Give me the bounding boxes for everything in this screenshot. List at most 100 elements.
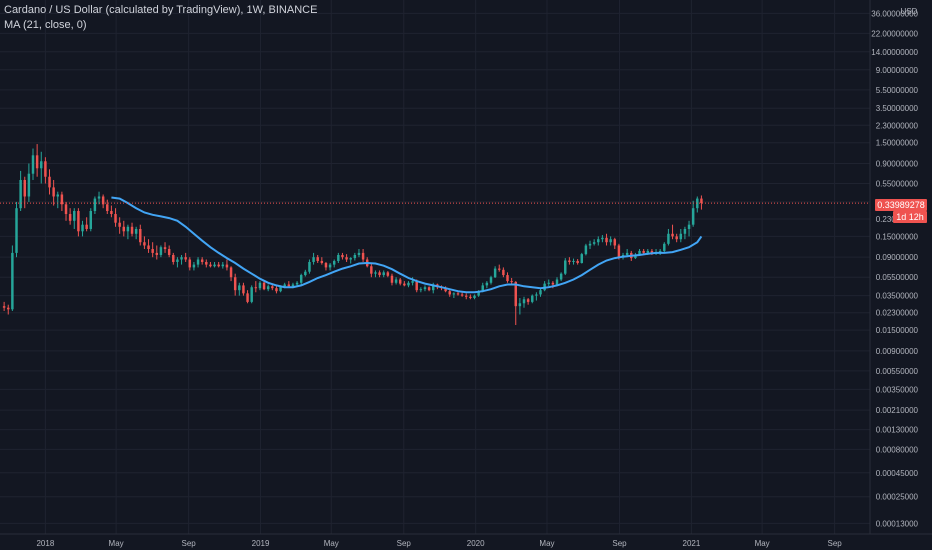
candle <box>361 249 365 262</box>
candle <box>687 220 691 237</box>
candle-body <box>60 194 64 205</box>
candle-body <box>675 236 678 240</box>
candle-body <box>465 295 468 297</box>
price-tick-label: 0.02300000 <box>876 309 919 318</box>
candle <box>572 258 575 265</box>
candle-body <box>522 299 526 304</box>
candle-body <box>180 257 183 260</box>
candle-body <box>77 210 80 232</box>
candle <box>89 208 93 232</box>
price-tick-label: 1.50000000 <box>876 139 919 148</box>
candle-body <box>184 257 187 260</box>
candle <box>609 236 612 246</box>
candle-body <box>97 196 101 199</box>
candle-body <box>89 210 93 229</box>
candle-body <box>295 282 299 285</box>
candle-body <box>159 247 163 255</box>
candle-body <box>394 279 398 283</box>
candle-body <box>390 275 394 283</box>
price-tick-label: 0.00025000 <box>876 493 919 502</box>
candle <box>448 289 451 297</box>
candle-body <box>81 224 84 232</box>
time-tick-label: May <box>755 539 770 548</box>
candle <box>188 257 192 271</box>
candle-body <box>518 303 522 307</box>
price-tick-label: 0.00080000 <box>876 445 919 454</box>
candle-body <box>2 306 6 308</box>
candle <box>452 292 456 299</box>
candle <box>539 288 542 297</box>
candle <box>535 292 538 301</box>
candle <box>172 252 175 265</box>
candle-body <box>357 252 361 255</box>
candle <box>77 208 80 237</box>
candle <box>258 281 262 291</box>
chart-legend-title[interactable]: Cardano / US Dollar (calculated by Tradi… <box>4 4 318 16</box>
candle-body <box>40 161 43 169</box>
time-tick-label: Sep <box>182 539 197 548</box>
price-tick-label: 9.00000000 <box>876 66 919 75</box>
candle <box>592 239 596 246</box>
price-tick-label: 0.00130000 <box>876 426 919 435</box>
candle-body <box>691 208 695 225</box>
candle-body <box>242 285 245 294</box>
candle-body <box>44 161 47 177</box>
candle <box>163 242 167 253</box>
candle <box>601 235 604 243</box>
candle-body <box>382 272 385 276</box>
candle-body <box>634 254 637 259</box>
time-tick-label: May <box>324 539 339 548</box>
candle-body <box>378 272 381 276</box>
candle <box>110 205 113 218</box>
time-axis[interactable]: 2018 May Sep 2019 May Sep 2020 May Sep 2021 May Sep <box>0 533 932 548</box>
ma-line <box>111 196 703 294</box>
candle <box>374 270 377 278</box>
candle <box>328 263 332 271</box>
candle-body <box>7 307 10 310</box>
candle <box>180 254 183 265</box>
candle-body <box>423 287 427 290</box>
candle <box>200 257 204 265</box>
candle-body <box>114 214 117 223</box>
candle <box>126 224 130 240</box>
candle <box>514 281 517 326</box>
candle <box>184 252 187 262</box>
candle-body <box>271 286 274 289</box>
countdown-value: 1d 12h <box>896 212 924 222</box>
candle <box>671 224 674 240</box>
candle-body <box>151 249 154 253</box>
ma-legend[interactable]: MA (21, close, 0) <box>4 19 87 31</box>
candle-body <box>531 295 534 302</box>
candle-body <box>547 282 550 284</box>
candle-body <box>209 264 212 267</box>
candle <box>60 191 64 211</box>
candle <box>64 201 68 221</box>
candle <box>588 240 592 250</box>
candle <box>531 294 534 304</box>
candle <box>316 254 319 264</box>
candle <box>696 196 699 213</box>
candle-body <box>679 233 683 240</box>
candle-body <box>225 264 229 268</box>
candle-body <box>456 293 460 295</box>
candle-body <box>163 247 167 250</box>
last-price-tag: 0.33989278 1d 12h <box>875 199 927 223</box>
candle-body <box>308 261 311 272</box>
candle-body <box>287 284 291 287</box>
candle <box>691 200 695 227</box>
candle <box>469 294 472 300</box>
candle <box>394 277 398 285</box>
candle <box>2 301 6 311</box>
candle <box>101 194 105 209</box>
candle <box>246 290 249 304</box>
candle-body <box>605 237 608 243</box>
candle <box>419 287 423 293</box>
candle <box>250 285 253 304</box>
candle-body <box>477 291 480 296</box>
candle <box>106 199 109 215</box>
candle <box>205 259 208 268</box>
candle-body <box>572 260 575 262</box>
candle <box>485 281 489 289</box>
candle-body <box>353 254 357 259</box>
